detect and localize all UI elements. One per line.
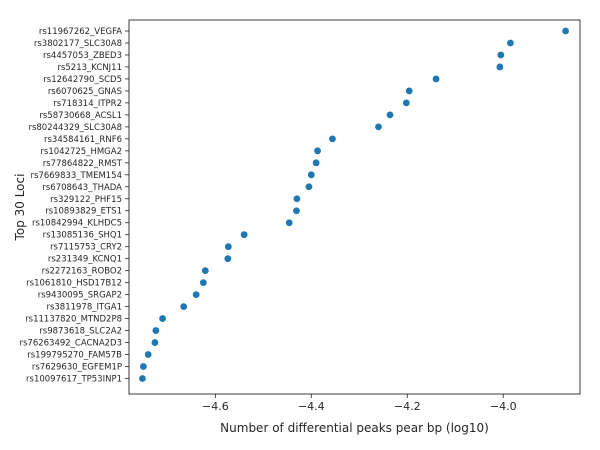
data-point [375,123,382,131]
y-tick-label: rs6708643_THADA [42,183,122,193]
data-point [293,195,301,203]
data-point [240,231,248,239]
y-tick-label: rs10842994_KLHDC5 [32,219,122,229]
x-tick-label: −4.0 [490,400,517,413]
data-point [199,279,207,287]
y-tick-label: rs12642790_SCD5 [43,75,122,85]
x-axis-label: Number of differential peaks pear bp (lo… [220,421,489,435]
y-tick-label: rs77864822_RMST [43,159,123,169]
data-point [386,111,394,119]
y-tick-label: rs13085136_SHQ1 [43,231,122,241]
data-point [152,327,160,334]
y-tick-label: rs5213_KCNJ11 [57,63,122,73]
data-point [180,303,188,311]
y-tick-label: rs4457053_ZBED3 [43,51,122,61]
y-tick-label: rs1061810_HSD17B12 [26,279,122,289]
y-tick-label: rs9873618_SLC2A2 [39,327,122,337]
data-point [432,75,440,83]
data-points [139,27,570,382]
data-point [312,159,320,167]
y-tick-label: rs199795270_FAM57B [27,351,122,361]
y-tick-label: rs3802177_SLC30A8 [34,39,122,49]
y-tick-label: rs10893829_ETS1 [45,207,122,217]
y-tick-label: rs2272163_ROBO2 [42,267,122,277]
data-point [307,171,315,179]
y-tick-labels: rs11967262_VEGFA rs3802177_SLC30A8 rs44570… [19,27,129,385]
plot-area [128,19,581,395]
y-tick-label: rs11967262_VEGFA [39,27,122,37]
data-point [329,135,336,143]
x-tick-label: −4.2 [394,400,421,413]
data-point [139,375,146,382]
data-point [405,87,413,95]
data-point [507,39,514,47]
y-tick-label: rs231349_KCNQ1 [48,255,122,265]
y-tick-label: rs58730668_ACSL1 [39,111,122,121]
y-tick-label: rs1042725_HMGA2 [40,147,122,157]
data-point [562,27,570,35]
data-point [293,207,300,215]
y-tick-label: rs34584161_RNF6 [44,135,122,145]
data-point [314,147,321,155]
y-tick-label: rs718314_ITPR2 [53,99,122,109]
y-tick-label: rs329122_PHF15 [50,195,122,205]
data-point [285,219,293,227]
x-tick-label: −4.6 [202,400,229,413]
data-point [192,291,200,299]
y-tick-label: rs7629630_EGFEM1P [32,363,122,373]
data-point [144,351,152,358]
data-point [151,339,159,346]
data-point [224,255,232,263]
y-axis-label: Top 30 Loci [13,174,27,242]
y-tick-label: rs7669833_TMEM154 [31,171,122,181]
y-tick-label: rs3811978_ITGA1 [46,303,122,313]
data-point [496,63,504,71]
y-tick-label: rs9430095_SRGAP2 [38,291,122,301]
y-tick-label: rs10097617_TP53INP1 [26,375,122,385]
y-tick-label: rs11137820_MTND2P8 [25,315,122,325]
data-point [201,267,209,275]
y-tick-label: rs76263492_CACNA2D3 [19,339,122,349]
data-point [305,183,313,191]
data-point [139,363,147,370]
y-tick-label: rs80244329_SLC30A8 [28,123,122,133]
plot-frame [128,19,581,395]
data-point [159,315,166,322]
data-point [402,99,410,107]
y-tick-label: rs7115753_CRY2 [50,243,122,253]
data-point [497,51,505,59]
x-tick-label: −4.4 [298,400,325,413]
data-point [224,243,232,251]
x-ticks: −4.6 −4.4 −4.2 −4.0 [202,394,517,413]
y-tick-label: rs6070625_GNAS [48,87,122,97]
